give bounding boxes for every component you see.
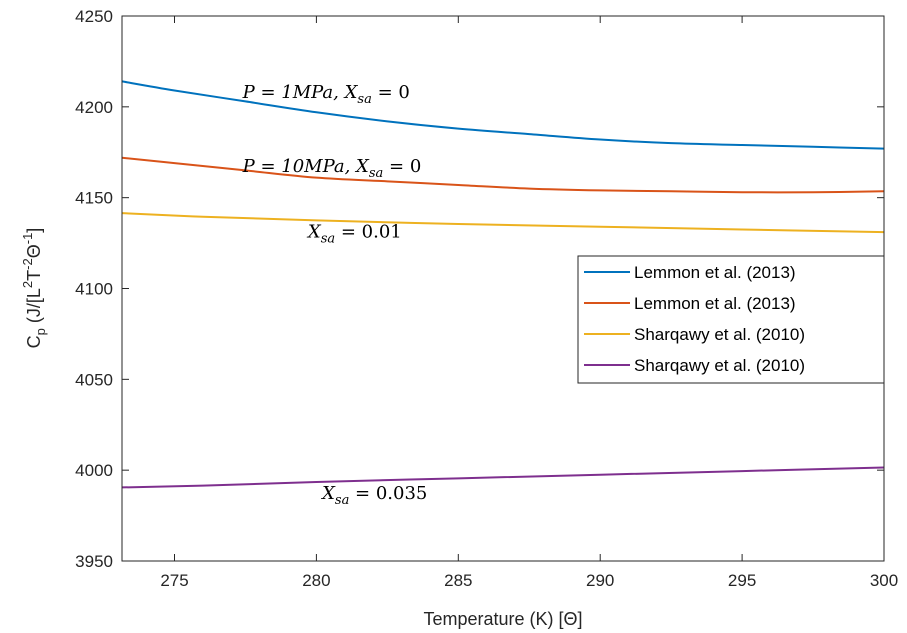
legend-box: [577, 255, 885, 384]
annotation-3: Xsa = 0.01: [306, 222, 402, 247]
y-tick-label: 4200: [75, 98, 113, 117]
y-tick-label: 4250: [75, 7, 113, 26]
annotation-1: P = 1MPa, Xsa = 0: [242, 82, 410, 107]
x-axis-title: Temperature (K) [Θ]: [423, 609, 582, 629]
series-line-3: [121, 212, 885, 234]
y-tick-label: 4150: [75, 189, 113, 208]
y-tick-label: 4100: [75, 280, 113, 299]
x-tick-label: 285: [444, 571, 472, 590]
series-line-4: [121, 466, 885, 489]
y-axis-title: Cp (J/[L2T-2Θ-1]: [20, 228, 48, 349]
y-tick-label: 3950: [75, 552, 113, 571]
ticks-layer: 275 280 285 290 295 300 3950 4000 4050 4100 4150 42…: [75, 7, 898, 590]
y-tick-label: 4000: [75, 461, 113, 480]
y-tick-label: 4050: [75, 370, 113, 389]
legend-label-4: Sharqawy et al. (2010): [634, 356, 805, 375]
series-line-1: [121, 80, 885, 150]
legend: Lemmon et al. (2013) Lemmon et al. (2013)…: [577, 255, 885, 384]
x-tick-label: 300: [870, 571, 898, 590]
x-tick-label: 290: [586, 571, 614, 590]
series-line-2: [121, 156, 885, 194]
annotation-layer: P = 1MPa, Xsa = 0 P = 10MPa, Xsa = 0 Xsa =…: [242, 82, 428, 508]
series-layer: [121, 80, 885, 489]
legend-label-1: Lemmon et al. (2013): [634, 263, 796, 282]
x-tick-label: 275: [160, 571, 188, 590]
legend-label-2: Lemmon et al. (2013): [634, 294, 796, 313]
x-tick-label: 295: [728, 571, 756, 590]
annotation-2: P = 10MPa, Xsa = 0: [242, 156, 422, 181]
annotation-4: Xsa = 0.035: [320, 483, 427, 508]
legend-label-3: Sharqawy et al. (2010): [634, 325, 805, 344]
x-tick-label: 280: [302, 571, 330, 590]
